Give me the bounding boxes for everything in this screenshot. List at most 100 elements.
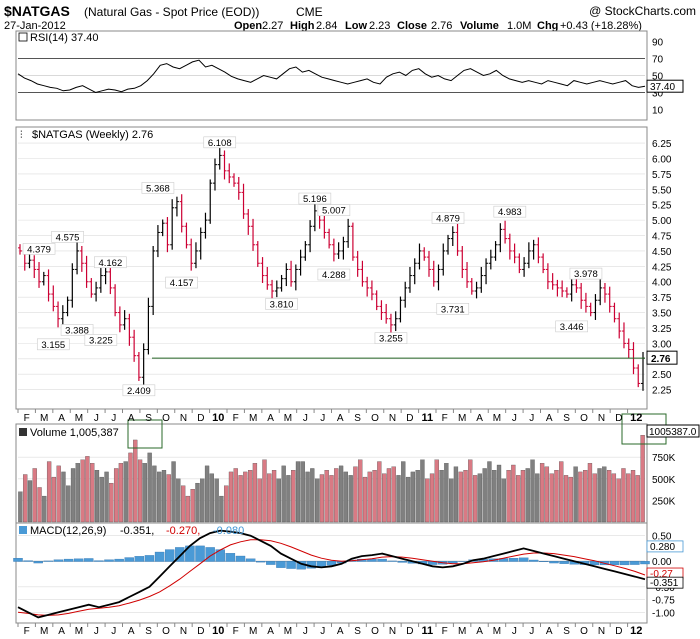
volume-bar (611, 473, 617, 523)
month-label-bottom: S (563, 626, 570, 637)
axis-layer: 103050709037.402.252.502.753.003.253.503… (17, 38, 700, 637)
volume-bar (472, 475, 478, 523)
price-annotation: 5.007 (322, 206, 346, 217)
price-annotation-box (436, 303, 470, 315)
price-annotation: 4.162 (98, 258, 122, 269)
volume-bar (152, 465, 157, 523)
volume-bar (66, 485, 71, 523)
month-label-bottom: A (476, 626, 483, 637)
volume-bar (444, 463, 449, 523)
volume-bar (18, 491, 23, 523)
volume-bar (530, 459, 535, 523)
macd-histogram-bar (94, 560, 104, 562)
macd-histogram-bar (609, 561, 620, 566)
volume-bar (233, 468, 238, 523)
macd-histogram-bar (539, 561, 549, 562)
volume-bar (94, 470, 100, 523)
volume-bar (630, 470, 636, 523)
month-label-bottom: A (128, 626, 135, 637)
volume-bar (185, 495, 191, 523)
volume-bar (99, 476, 104, 523)
volume-bar (329, 475, 334, 523)
high-value: 2.84 (316, 20, 337, 32)
rsi-panel-frame (15, 30, 648, 121)
volume-bar (319, 474, 325, 523)
low-label: Low (345, 20, 367, 32)
month-label-top: A (546, 413, 553, 424)
volume-bar (544, 466, 550, 523)
month-label-top: N (598, 413, 605, 424)
price-annotation-box (374, 332, 408, 344)
volume-bar (295, 461, 301, 523)
price-annotation-box (265, 298, 298, 310)
volume-bar (367, 471, 372, 523)
volume-bar (195, 482, 200, 523)
rsi-tick-label: 70 (652, 55, 664, 66)
month-label-bottom: A (58, 626, 65, 637)
price-annotation: 4.983 (498, 207, 522, 218)
macd-panel-frame (15, 522, 648, 624)
price-annotation: 6.108 (208, 138, 232, 149)
rsi-tick-label: 30 (652, 89, 664, 100)
volume-bar (516, 475, 521, 523)
price-tick-label: 3.25 (652, 324, 672, 335)
month-label-top: 10 (212, 412, 224, 424)
price-annotation: 3.446 (560, 322, 584, 333)
volume-bar (496, 464, 502, 523)
volume-bar (559, 461, 564, 523)
macd-last-value-box (646, 540, 684, 553)
price-annotation-box (569, 267, 603, 280)
svg-text:$NATGAS (Weekly) 2.76: $NATGAS (Weekly) 2.76 (32, 129, 153, 141)
month-label-bottom: 11 (421, 625, 433, 637)
exchange-label: CME (296, 5, 323, 19)
month-label-bottom: M (75, 626, 83, 637)
month-label-top: F (233, 413, 239, 424)
volume-bar (137, 459, 143, 523)
volume-bar (391, 466, 396, 523)
month-label-top: A (476, 413, 483, 424)
volume-bar (386, 468, 392, 523)
volume-bar (563, 475, 569, 523)
volume-bar (190, 489, 195, 523)
month-label-top: J (529, 413, 534, 424)
volume-bar (492, 470, 497, 523)
price-tick-label: 5.75 (652, 170, 672, 181)
symbol-title: $NATGAS (4, 3, 70, 19)
volume-bar (410, 471, 416, 523)
volume-bar (453, 466, 459, 523)
price-tick-label: 3.00 (652, 339, 672, 350)
volume-bar (420, 459, 425, 523)
volume-bar (525, 468, 530, 523)
macd-histogram-bar (549, 561, 559, 564)
month-label-top: D (197, 413, 204, 424)
volume-bar (291, 470, 296, 523)
price-annotation: 3.731 (441, 304, 465, 315)
macd-histogram-bar (266, 561, 276, 565)
macd-histogram-bar (286, 561, 296, 569)
volume-bar (616, 478, 621, 523)
svg-text:Volume 1,005,387: Volume 1,005,387 (30, 427, 119, 439)
close-label: Close (397, 20, 427, 32)
volume-bar (123, 461, 128, 523)
volume-bar (377, 461, 382, 523)
volume-bar (128, 452, 133, 523)
month-label-bottom: M (284, 626, 292, 637)
price-tick-label: 4.75 (652, 232, 672, 243)
month-label-bottom: N (180, 626, 187, 637)
svg-text:MACD(12,26,9): MACD(12,26,9) (30, 525, 106, 537)
month-label-bottom: J (320, 626, 325, 637)
volume-bar (247, 470, 253, 523)
svg-text:-0.270,: -0.270, (166, 525, 200, 537)
month-label-top: A (337, 413, 344, 424)
month-label-top: J (320, 413, 325, 424)
volume-bar (482, 468, 487, 523)
svg-text:-0.351,: -0.351, (120, 525, 154, 537)
close-value: 2.76 (431, 20, 452, 32)
volume-bar (425, 478, 430, 523)
macd-tick-label: 0.50 (652, 532, 672, 543)
volume-bar (520, 470, 526, 523)
volume-bar (42, 495, 47, 523)
volume-bar (429, 473, 435, 523)
macd-histogram-bar (377, 558, 387, 562)
